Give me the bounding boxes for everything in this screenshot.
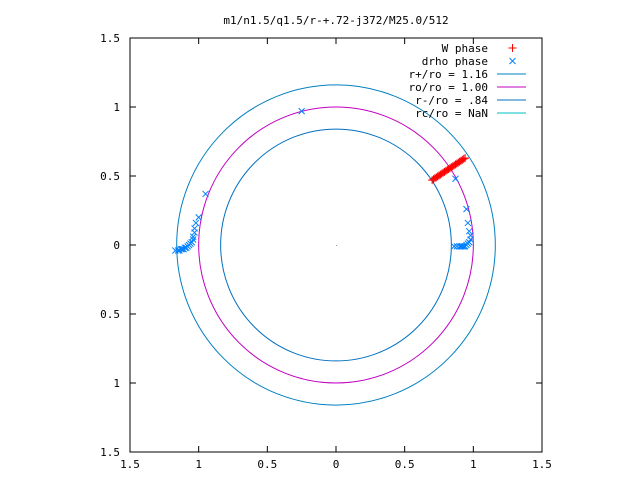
circle-r-series [176,84,496,406]
drho-phase-point [465,227,473,235]
data-points [171,107,474,254]
drho-phase-point [202,190,209,198]
reference-circles [176,84,496,406]
w-phase-point [459,154,468,163]
drho-phase-point [298,107,306,115]
legend-label: r-/ro = .84 [415,94,488,107]
drho-phase-point [192,219,200,227]
drho-phase-point [458,243,466,250]
legend-label: ro/ro = 1.00 [409,81,488,94]
drho-phase-point [456,243,463,250]
w-phase-point [461,154,470,163]
x-tick-label: 0 [333,458,340,471]
y-tick-label: 0.5 [100,308,120,321]
x-tick-label: 1 [195,458,202,471]
x-tick-label: 1 [470,458,477,471]
origin-dot [336,245,337,246]
chart-title: m1/n1.5/q1.5/r-+.72-j372/M25.0/512 [223,14,448,27]
drho-phase-point [180,245,187,253]
y-tick-label: 1.5 [100,32,120,45]
drho-phase-point [171,247,179,254]
drho-phase-point [453,243,461,250]
x-tick-label: 1.5 [532,458,552,471]
drho-phase-point [450,243,458,250]
legend-marker [509,57,516,65]
circle-ro-series [198,106,474,384]
axis-ticks: 1.5 1 0.5 0 0.5 1 1.51.510.500.511.5 [100,32,552,471]
legend-label: W phase [442,42,488,55]
drho-phase-point [464,219,472,227]
y-tick-label: 1 [113,377,120,390]
legend-label: drho phase [422,55,488,68]
y-tick-label: 1 [113,101,120,114]
drho-phase-point [195,214,203,221]
legend-label: rc/ro = NaN [415,107,488,120]
drho-phase-point [189,233,197,241]
drho-phase-point [452,175,459,183]
y-tick-label: 0.5 [100,170,120,183]
x-tick-label: 0.5 [257,458,277,471]
drho-phase-point [174,247,182,254]
x-tick-label: 0.5 [395,458,415,471]
circle-r-series [220,128,452,362]
x-tick-label: 1.5 [120,458,140,471]
y-tick-label: 1.5 [100,446,120,459]
drho-phase-point [463,205,470,213]
drho-phase-point [191,229,198,236]
legend-marker [508,44,517,52]
legend-label: r+/ro = 1.16 [409,68,488,81]
y-tick-label: 0 [113,239,120,252]
